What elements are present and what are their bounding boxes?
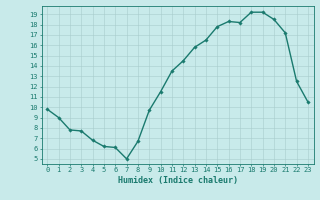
X-axis label: Humidex (Indice chaleur): Humidex (Indice chaleur) [118,176,237,185]
